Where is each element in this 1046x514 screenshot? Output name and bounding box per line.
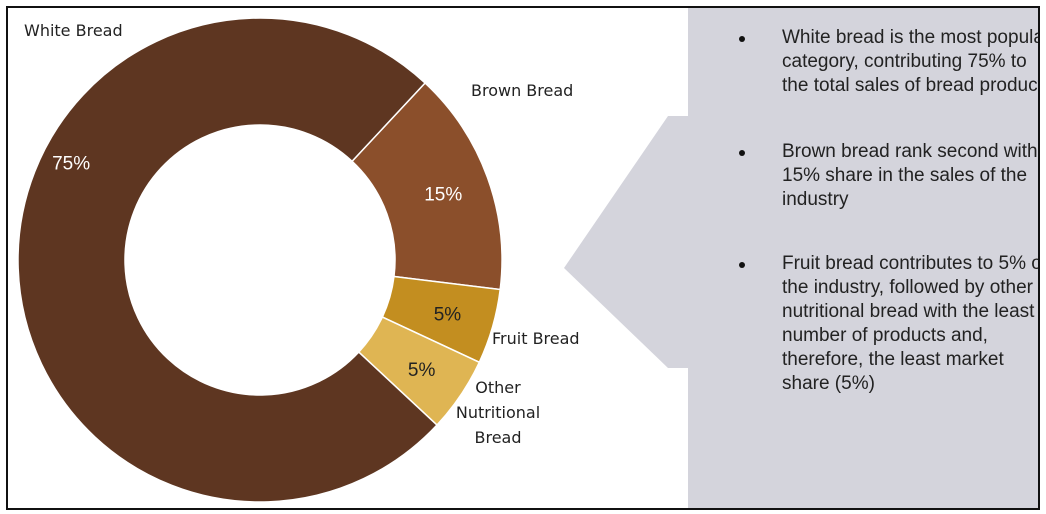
pct-label-white-bread: 75% [52,154,90,175]
slice-white-bread [17,17,439,503]
category-label-line: White Bread [24,21,123,40]
bullet-white-bread: White bread is the most popular category… [726,26,1040,98]
category-label-white-bread: White Bread [24,21,123,40]
bullet-text: Fruit bread contributes to 5% of the ind… [782,253,1040,394]
bullet-dot [739,36,745,42]
pct-label-brown-bread: 15% [424,184,462,205]
bullet-dot [739,150,745,156]
category-label-line: Bread [474,428,521,447]
category-label-line: Fruit Bread [492,329,580,348]
category-label-line: Nutritional [456,403,540,422]
category-label-other-nutritional-bread: Other Nutritional Bread [456,378,540,447]
bullet-fruit-bread: Fruit bread contributes to 5% of the ind… [726,252,1040,396]
donut-chart: 15% 5% 5% 75% White Bread Brown Bread Fruit B… [17,8,1038,508]
bullet-text: White bread is the most popular category… [782,27,1040,96]
bullet-text: Brown bread rank second with a 15% share… [782,141,1040,210]
category-labels: White Bread Brown Bread Fruit Bread Other Nu… [24,21,580,447]
category-label-fruit-bread: Fruit Bread [492,329,580,348]
category-label-line: Other [475,378,521,397]
pct-label-other-nutritional-bread: 5% [408,360,436,381]
bullet-brown-bread: Brown bread rank second with a 15% share… [726,140,1040,212]
pct-label-fruit-bread: 5% [434,305,462,326]
donut-slices [17,17,503,503]
left-arrow-shape [564,8,1038,508]
category-label-line: Brown Bread [471,81,573,100]
category-label-brown-bread: Brown Bread [471,81,573,100]
bullet-dot [739,262,745,268]
percentage-labels: 15% 5% 5% 75% [52,154,462,382]
insight-bullets: White bread is the most popular category… [726,26,1040,396]
infographic-frame: 15% 5% 5% 75% White Bread Brown Bread Fruit B… [6,6,1040,510]
